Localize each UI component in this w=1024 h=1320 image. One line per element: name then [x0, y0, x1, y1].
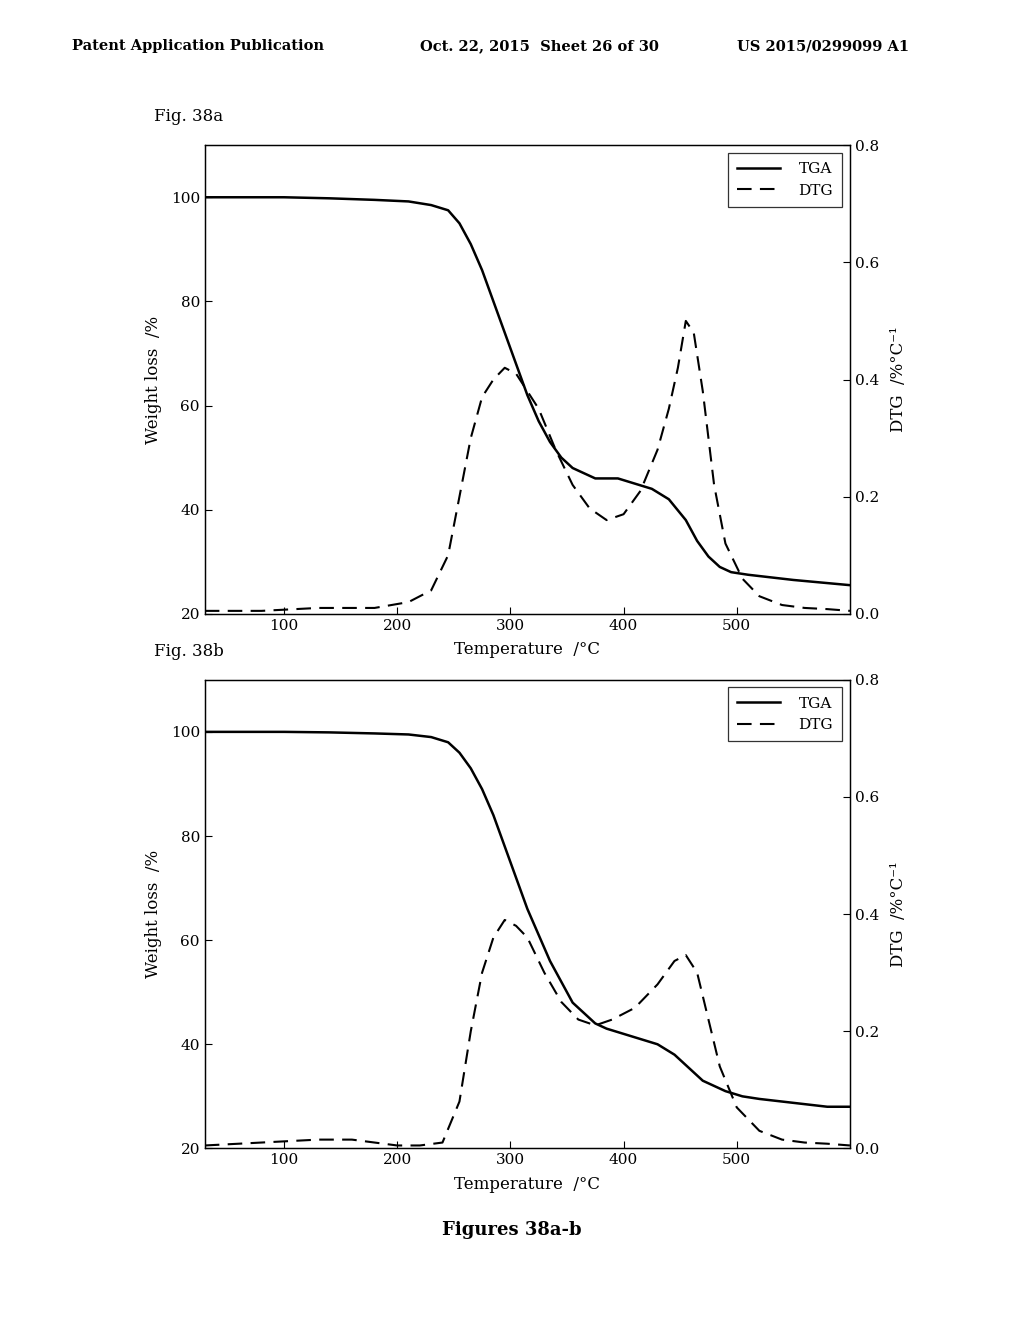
Text: Figures 38a-b: Figures 38a-b	[442, 1221, 582, 1239]
Y-axis label: Weight loss  /%: Weight loss /%	[145, 315, 163, 444]
Legend: TGA, DTG: TGA, DTG	[728, 688, 843, 742]
X-axis label: Temperature  /°C: Temperature /°C	[455, 642, 600, 657]
Y-axis label: DTG  /%°C⁻¹: DTG /%°C⁻¹	[890, 861, 907, 968]
Text: Fig. 38a: Fig. 38a	[154, 108, 223, 125]
Y-axis label: DTG  /%°C⁻¹: DTG /%°C⁻¹	[890, 326, 907, 433]
Text: Fig. 38b: Fig. 38b	[154, 643, 223, 660]
Legend: TGA, DTG: TGA, DTG	[728, 153, 843, 207]
Text: US 2015/0299099 A1: US 2015/0299099 A1	[737, 40, 909, 53]
Y-axis label: Weight loss  /%: Weight loss /%	[145, 850, 163, 978]
Text: Patent Application Publication: Patent Application Publication	[72, 40, 324, 53]
X-axis label: Temperature  /°C: Temperature /°C	[455, 1176, 600, 1192]
Text: Oct. 22, 2015  Sheet 26 of 30: Oct. 22, 2015 Sheet 26 of 30	[420, 40, 658, 53]
